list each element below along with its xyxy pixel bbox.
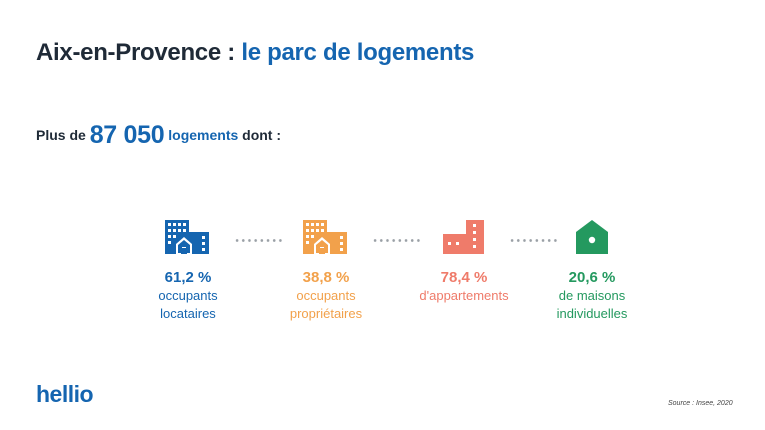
stat-apartments: 78,4 % d'appartements [394, 216, 534, 304]
dotted-separator [234, 239, 284, 242]
house-icon [576, 220, 608, 254]
stat-renters: 61,2 % occupants locataires [118, 216, 258, 322]
subtitle-suffix: dont : [238, 127, 282, 143]
stat-houses: 20,6 % de maisons individuelles [522, 216, 662, 322]
title-topic: le parc de logements [241, 39, 475, 66]
stat-owners: 38,8 % occupants propriétaires [256, 216, 396, 322]
dotted-separator [509, 239, 559, 242]
stat-owners-label-1: occupants [296, 288, 356, 303]
stat-renters-value: 61,2 % [164, 269, 212, 286]
stat-apartments-value: 78,4 % [440, 269, 488, 286]
stat-owners-label-2: propriétaires [289, 306, 363, 321]
stat-owners-value: 38,8 % [302, 269, 350, 286]
stat-apartments-label-1: d'appartements [419, 288, 509, 303]
subtitle-prefix: Plus de [36, 127, 90, 143]
title-city: Aix-en-Provence : [36, 39, 242, 66]
buildings-icon [165, 220, 209, 254]
dotted-separator [372, 239, 422, 242]
source-note: Source : Insee, 2020 [668, 400, 733, 407]
stat-houses-label-2: individuelles [556, 306, 628, 321]
stat-renters-label-2: locataires [160, 306, 216, 321]
stat-houses-label-1: de maisons [558, 288, 626, 303]
buildings-icon [303, 220, 347, 254]
page-title: Aix-en-Provence : le parc de logements [36, 39, 474, 67]
stat-houses-value: 20,6 % [568, 269, 616, 286]
stat-renters-label-1: occupants [158, 288, 218, 303]
hellio-logo: hellio [36, 381, 94, 407]
housing-total-line: Plus de 87 050 logements dont : [36, 121, 281, 150]
subtitle-unit: logements [164, 127, 239, 143]
apartment-icon [443, 220, 484, 254]
housing-total-number: 87 050 [89, 121, 165, 149]
